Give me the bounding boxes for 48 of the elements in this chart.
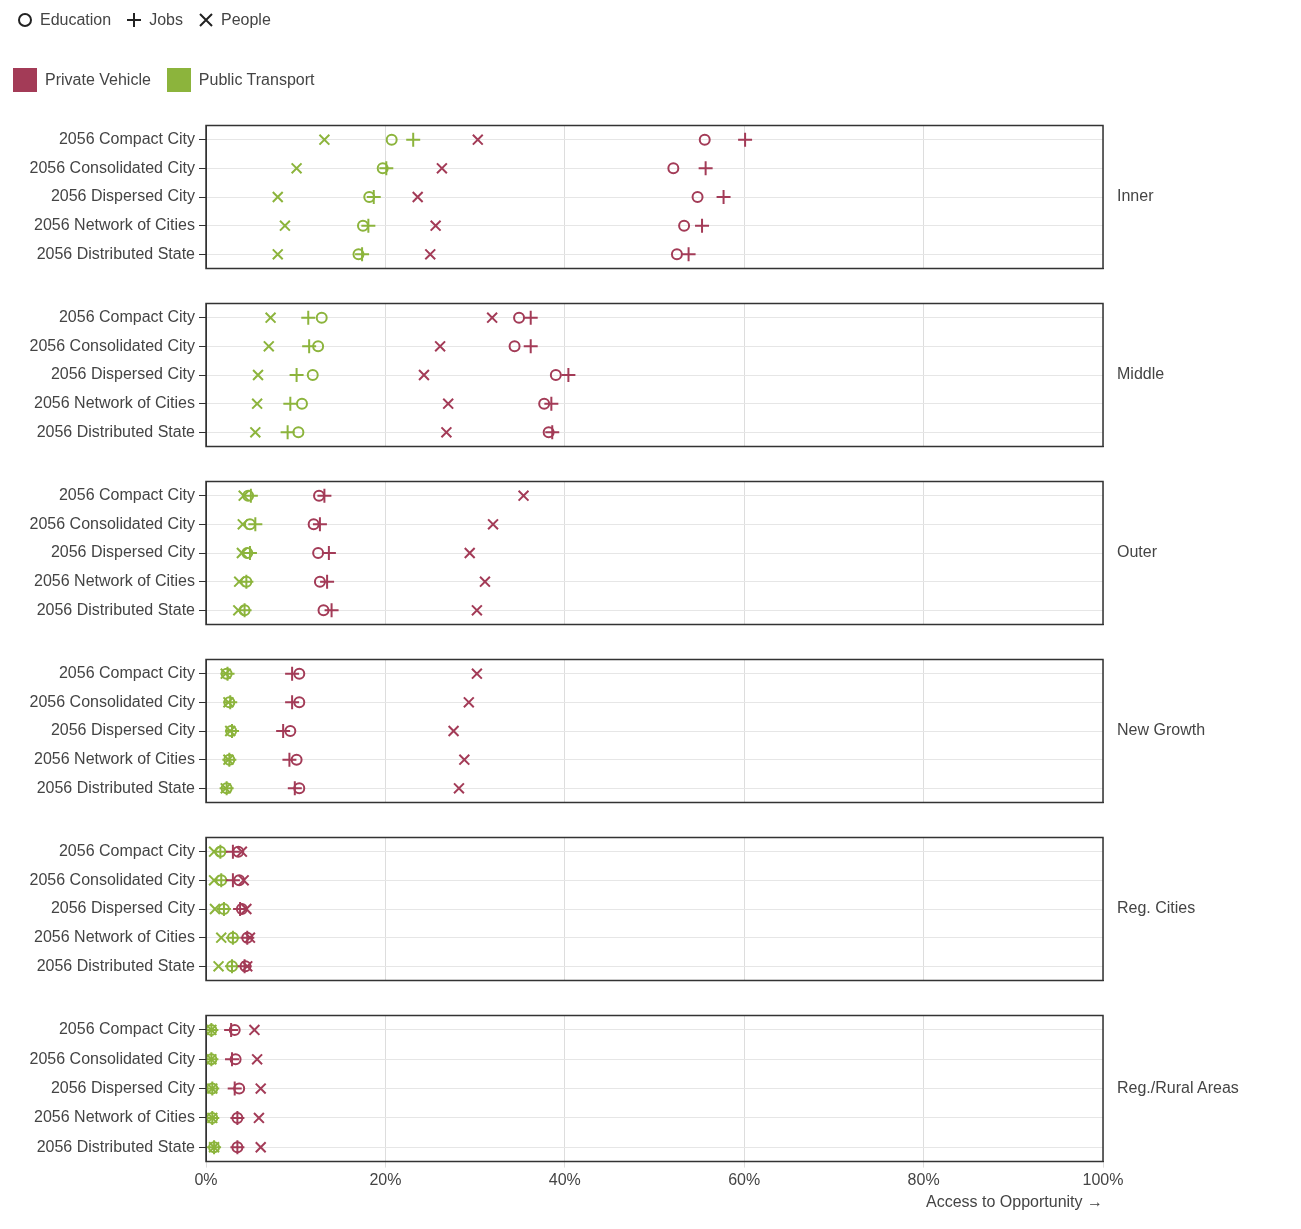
y-tick-label: 2056 Distributed State (36, 778, 196, 796)
y-tick-label: 2056 Distributed State (36, 244, 196, 262)
y-tick-label: 2056 Distributed State (36, 600, 196, 618)
x-tick-label: 60% (728, 1170, 761, 1188)
y-tick-label: 2056 Network of Cities (34, 572, 195, 590)
y2-axis-title: New Growth (1117, 721, 1206, 739)
y-tick-label: 2056 Compact City (58, 664, 195, 682)
y-tick-label: 2056 Compact City (58, 308, 195, 326)
y-tick-label: 2056 Dispersed City (50, 899, 195, 917)
text: Private Vehicle (45, 71, 151, 89)
y-tick-label: 2056 Dispersed City (50, 1079, 195, 1097)
y2-axis-title: Middle (1117, 365, 1165, 383)
y-tick-label: 2056 Dispersed City (50, 721, 195, 739)
x-tick-label: 20% (369, 1170, 402, 1188)
y-tick-label: 2056 Compact City (58, 130, 195, 148)
y-tick-label: 2056 Network of Cities (34, 750, 195, 768)
y-tick-label: 2056 Distributed State (36, 1137, 196, 1155)
y-tick-label: 2056 Compact City (58, 486, 195, 504)
y-tick-label: 2056 Dispersed City (50, 187, 195, 205)
x-tick-label: 40% (548, 1170, 581, 1188)
x-tick-label: 0% (194, 1170, 218, 1188)
text: Public Transport (198, 71, 315, 89)
y-tick-label: 2056 Consolidated City (29, 158, 195, 176)
y-tick-label: 2056 Consolidated City (29, 336, 195, 354)
y-tick-label: 2056 Consolidated City (29, 1049, 195, 1067)
text: Education (40, 11, 112, 29)
y2-axis-title: Inner (1117, 187, 1155, 205)
y-tick-label: 2056 Compact City (58, 842, 195, 860)
y-tick-label: 2056 Consolidated City (29, 692, 195, 710)
text: People (220, 11, 271, 29)
x-tick-label: 100% (1082, 1170, 1124, 1188)
y-tick-label: 2056 Distributed State (36, 422, 196, 440)
y-tick-label: 2056 Dispersed City (50, 543, 195, 561)
y2-axis-title: Outer (1117, 543, 1158, 561)
y2-axis-title: Reg. Cities (1117, 899, 1196, 917)
y-tick-label: 2056 Network of Cities (34, 928, 195, 946)
y-tick-label: 2056 Compact City (58, 1020, 195, 1038)
y-tick-label: 2056 Network of Cities (34, 216, 195, 234)
y-tick-label: 2056 Network of Cities (34, 394, 195, 412)
y-tick-label: 2056 Consolidated City (29, 870, 195, 888)
y-tick-label: 2056 Network of Cities (34, 1108, 195, 1126)
x-axis-title: Access to Opportunity → (926, 1192, 1103, 1210)
y-tick-label: 2056 Dispersed City (50, 365, 195, 383)
y-tick-label: 2056 Distributed State (36, 956, 196, 974)
x-tick-label: 80% (907, 1170, 940, 1188)
y2-axis-title: Reg./Rural Areas (1117, 1079, 1239, 1097)
text: Jobs (149, 11, 183, 29)
y-tick-label: 2056 Consolidated City (29, 514, 195, 532)
